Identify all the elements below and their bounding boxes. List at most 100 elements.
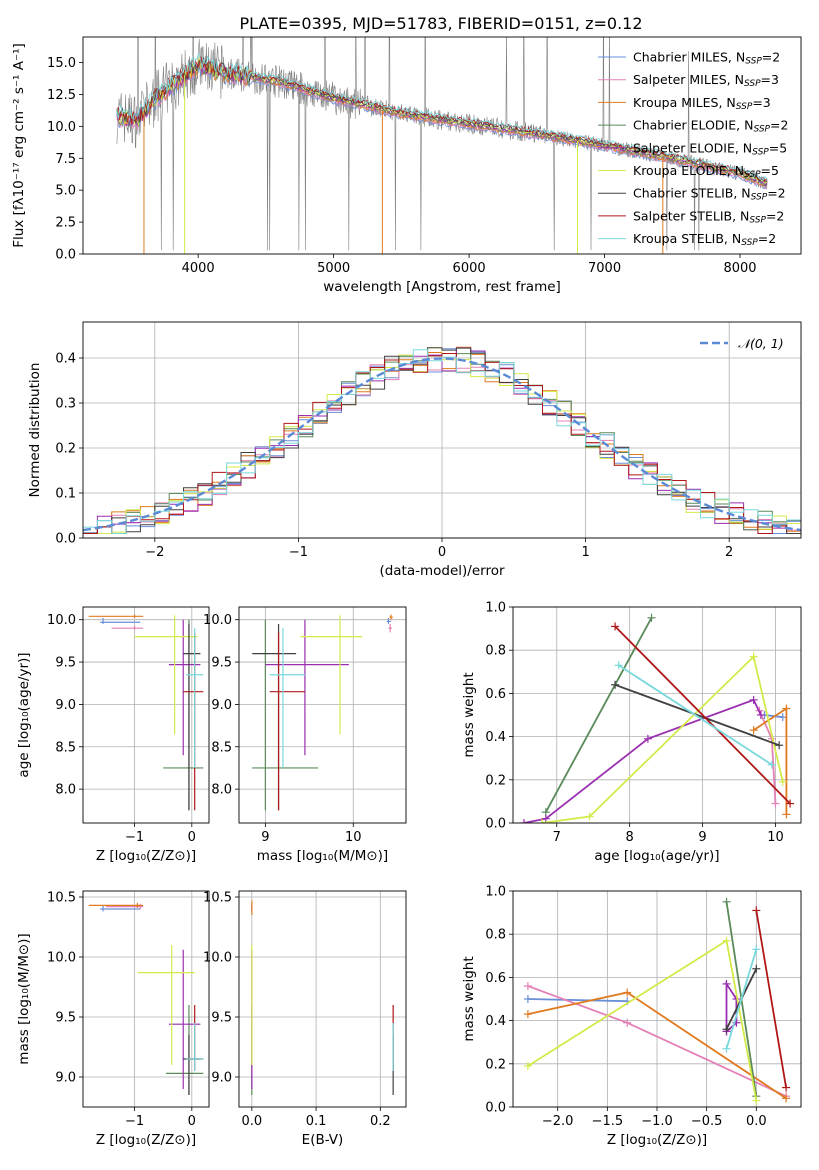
y-tick-label: 9.0 bbox=[55, 698, 76, 713]
weight-line-chabrier_stelib bbox=[614, 683, 780, 747]
axes-frame bbox=[82, 321, 802, 539]
y-tick-label: 0.6 bbox=[485, 971, 506, 986]
y-tick-label: 0.2 bbox=[485, 1057, 506, 1072]
axes-frame bbox=[238, 890, 407, 1108]
x-tick-label: 0 bbox=[188, 1114, 196, 1129]
legend-label-salpeter_elodie: Salpeter ELODIE, NSSP=5 bbox=[633, 140, 787, 157]
x-tick-label: 9 bbox=[261, 830, 269, 845]
y-tick-label: 12.5 bbox=[47, 88, 76, 103]
plot-area bbox=[88, 903, 204, 1095]
x-tick-label: 0.1 bbox=[306, 1114, 327, 1129]
x-tick-label: −1.5 bbox=[592, 1114, 624, 1129]
panel-mass_vs_z: −1 0 9.0 9.5 10.0 10.5 Z [log₁₀(Z/Z⊙)] mass [lo… bbox=[16, 890, 210, 1148]
legend-label-salpeter_stelib: Salpeter STELIB, NSSP=2 bbox=[633, 208, 784, 225]
y-tick-label: 0.3 bbox=[55, 397, 76, 412]
axes-frame bbox=[512, 606, 802, 824]
y-tick-label: 8.5 bbox=[55, 740, 76, 755]
y-tick-label: 10.5 bbox=[47, 891, 76, 906]
x-axis-label: age [log₁₀(age/yr)] bbox=[594, 848, 719, 864]
y-tick-label: 9.0 bbox=[211, 1071, 232, 1086]
y-tick-label: 8.0 bbox=[211, 783, 232, 798]
legend-label-kroupa_elodie: Kroupa ELODIE, NSSP=5 bbox=[633, 163, 779, 180]
x-axis-label: mass [log₁₀(M/M⊙)] bbox=[257, 848, 388, 864]
y-tick-label: 9.0 bbox=[55, 1071, 76, 1086]
y-tick-label: 7.5 bbox=[55, 152, 76, 167]
x-tick-label: 0.0 bbox=[746, 1114, 767, 1129]
weight-line-kroupa_stelib bbox=[618, 664, 773, 766]
legend-label-salpeter_miles: Salpeter MILES, NSSP=3 bbox=[633, 72, 779, 89]
y-tick-label: 9.0 bbox=[211, 698, 232, 713]
y-tick-label: 0.0 bbox=[55, 248, 76, 263]
weight-line-chabrier_elodie bbox=[545, 617, 653, 813]
panel-weight_vs_z: −2.0 −1.5 −1.0 −0.5 0.0 0.0 0.2 0.4 0.6 0.8 1.0 Z [… bbox=[461, 885, 802, 1148]
x-tick-label: 8000 bbox=[723, 261, 756, 276]
y-tick-label: 0.6 bbox=[485, 687, 506, 702]
x-tick-label: 2 bbox=[725, 545, 733, 560]
x-tick-label: 0.2 bbox=[370, 1114, 391, 1129]
y-axis-label: mass [log₁₀(M/M⊙)] bbox=[16, 933, 32, 1064]
y-tick-label: 0.2 bbox=[485, 773, 506, 788]
y-tick-label: 10.5 bbox=[203, 891, 232, 906]
legend-label-kroupa_stelib: Kroupa STELIB, NSSP=2 bbox=[633, 231, 776, 248]
x-axis-label: Z [log₁₀(Z/Z⊙)] bbox=[96, 1132, 196, 1148]
residual-histogram-salpeter_stelib bbox=[83, 353, 801, 534]
y-tick-label: 9.5 bbox=[211, 1011, 232, 1026]
plot-area bbox=[519, 613, 795, 823]
y-tick-label: 5.0 bbox=[55, 184, 76, 199]
gaussian-curve bbox=[83, 357, 801, 532]
y-axis-label: age [log₁₀(age/yr)] bbox=[16, 652, 32, 777]
x-tick-label: 0 bbox=[188, 830, 196, 845]
y-tick-label: 0.4 bbox=[485, 730, 506, 745]
residual-histogram-salpeter_elodie bbox=[83, 347, 801, 534]
panels: 4000 5000 6000 7000 80000.02.55.07.510.012.5… bbox=[11, 36, 802, 1148]
x-tick-label: 7 bbox=[553, 830, 561, 845]
x-tick-label: −2.0 bbox=[542, 1114, 574, 1129]
y-axis-label: Normed distribution bbox=[27, 363, 43, 498]
x-tick-label: 0.0 bbox=[242, 1114, 263, 1129]
y-tick-label: 9.5 bbox=[211, 656, 232, 671]
legend-label-chabrier_elodie: Chabrier ELODIE, NSSP=2 bbox=[633, 118, 788, 135]
x-tick-label: 10 bbox=[345, 830, 362, 845]
x-tick-label: 5000 bbox=[317, 261, 350, 276]
panel-residuals: −2 −1 0 1 2 0.0 0.1 0.2 0.3 0.4 (data-model)/error… bbox=[27, 321, 802, 579]
model-spectrum-salpeter_stelib bbox=[116, 56, 768, 183]
y-tick-label: 1.0 bbox=[485, 885, 506, 900]
y-axis-label: mass weight bbox=[461, 956, 477, 1041]
axes-frame bbox=[512, 890, 802, 1108]
axes-frame bbox=[82, 890, 210, 1108]
x-tick-label: −1 bbox=[125, 830, 144, 845]
plot-area bbox=[251, 900, 394, 1095]
x-tick-label: 9 bbox=[698, 830, 706, 845]
x-tick-label: −1 bbox=[125, 1114, 144, 1129]
y-axis-label: Flux [fλ10⁻¹⁷ erg cm⁻² s⁻¹ A⁻¹] bbox=[11, 43, 27, 248]
y-tick-label: 10.0 bbox=[47, 120, 76, 135]
plot-area bbox=[523, 897, 791, 1105]
weight-line-salpeter_stelib bbox=[614, 625, 791, 805]
y-tick-label: 0.8 bbox=[485, 644, 506, 659]
x-tick-label: −0.5 bbox=[691, 1114, 723, 1129]
figure-title: PLATE=0395, MJD=51783, FIBERID=0151, z=0… bbox=[239, 14, 642, 33]
x-tick-label: −2 bbox=[145, 545, 164, 560]
x-tick-label: 8 bbox=[626, 830, 634, 845]
y-tick-label: 0.8 bbox=[485, 928, 506, 943]
plot-area bbox=[83, 346, 801, 534]
x-tick-label: 1 bbox=[581, 545, 589, 560]
panel-age_vs_z: −1 0 8.0 8.5 9.0 9.5 10.0 Z [log₁₀(Z/Z⊙)] age [l… bbox=[16, 606, 210, 864]
x-axis-label: Z [log₁₀(Z/Z⊙)] bbox=[96, 848, 196, 864]
panel-age_vs_mass: 9 10 8.0 8.5 9.0 9.5 10.0 mass [log₁₀(M/M⊙)] bbox=[203, 606, 407, 864]
x-tick-label: 7000 bbox=[588, 261, 621, 276]
y-tick-label: 15.0 bbox=[47, 56, 76, 71]
y-axis-label: mass weight bbox=[461, 672, 477, 757]
legend: Chabrier MILES, NSSP=2 Salpeter MILES, NS… bbox=[598, 50, 788, 248]
model-spectrum-kroupa_stelib bbox=[116, 53, 768, 181]
plot-area bbox=[88, 614, 204, 811]
x-axis-label: Z [log₁₀(Z/Z⊙)] bbox=[607, 1132, 707, 1148]
y-tick-label: 0.0 bbox=[485, 817, 506, 832]
weight-line-salpeter_stelib bbox=[755, 910, 787, 1088]
y-tick-label: 8.5 bbox=[211, 740, 232, 755]
y-tick-label: 0.0 bbox=[485, 1101, 506, 1116]
axes-frame bbox=[82, 606, 210, 824]
y-tick-label: 9.5 bbox=[55, 656, 76, 671]
x-axis-label: (data-model)/error bbox=[379, 563, 505, 579]
